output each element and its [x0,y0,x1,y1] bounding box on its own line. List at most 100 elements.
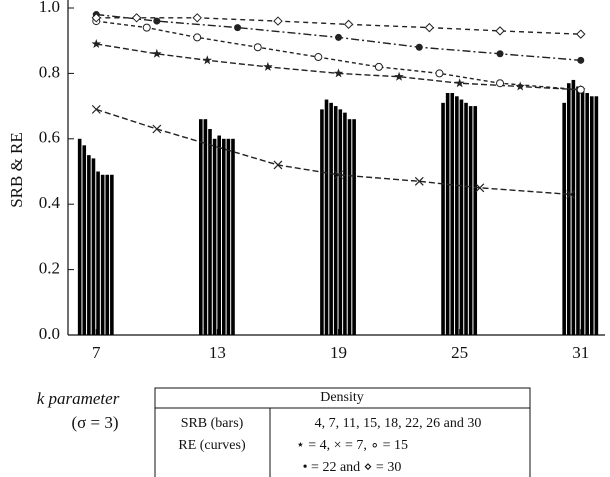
bar [208,128,212,335]
marker [414,176,424,186]
bar [468,106,473,335]
bar [347,119,352,336]
y-tick-label: 0.6 [39,128,60,147]
bar [594,96,599,335]
legend-table-cell: RE (curves) [178,438,246,453]
x-tick-label: 7 [92,343,101,362]
bar [320,109,324,336]
x-tick-label: 13 [209,343,226,362]
marker [496,50,504,58]
bar [329,102,333,335]
bar [464,102,468,335]
bar [198,119,203,336]
marker [576,29,586,39]
y-tick-label: 0.8 [39,62,60,81]
bar [576,86,580,335]
bar [589,96,594,335]
bar [226,138,231,335]
marker [394,71,404,81]
y-tick-label: 0.4 [39,193,61,212]
x-tick-label: 25 [451,343,468,362]
bar [338,109,343,336]
bar [566,83,571,336]
legend-table-header: Density [320,390,364,405]
marker [193,33,202,42]
marker [435,69,444,78]
bar [100,174,105,335]
x-tick-label: 19 [330,343,347,362]
marker [263,61,273,71]
marker [515,81,525,91]
legend-table-cell: SRB (bars) [181,416,244,431]
marker [152,48,162,58]
marker [374,62,383,71]
x-tick-label: 31 [572,343,589,362]
marker [454,78,465,88]
bar [221,138,226,335]
legend-table-frame [154,387,531,477]
bar [217,135,221,335]
legend-table-cell: 4, 7, 11, 15, 18, 22, 26 and 30 [315,416,482,431]
marker [424,22,435,33]
marker [202,55,213,65]
bar [96,171,100,335]
marker [334,170,343,180]
marker [333,68,344,78]
marker [253,43,262,52]
bar [441,102,445,335]
x-axis-sublabel: (σ = 3) [71,413,118,432]
y-tick-label: 1.0 [39,0,60,16]
marker [343,19,354,30]
bar [571,79,576,335]
bar [333,106,338,335]
curve [96,108,571,196]
bar [473,106,478,335]
marker [91,104,101,114]
bar [455,96,459,335]
marker [495,26,505,36]
bar [450,93,455,336]
bar [352,119,356,336]
bar [459,99,464,335]
bar [445,93,450,336]
bar [343,112,347,335]
bar [585,93,589,336]
marker [273,160,283,170]
marker [314,53,323,62]
marker [566,189,576,199]
bar [105,174,110,335]
marker [273,16,283,26]
bar [82,145,87,335]
marker [91,13,101,23]
bar [87,155,91,335]
marker [234,24,242,32]
legend-table-cell: • = 22 and ⋄ = 30 [303,460,402,475]
bar [324,99,329,335]
marker [131,13,142,23]
bar [580,89,585,335]
bar [562,102,566,335]
bar [231,138,235,335]
curve [96,17,581,35]
legend-table-cell: ⋆ = 4, × = 7, ∘ = 15 [296,438,408,453]
bar [203,119,208,336]
bar [77,138,82,335]
curve [96,43,581,91]
x-axis-label: k parameter [37,389,120,408]
marker [153,17,161,25]
y-tick-label: 0.2 [39,259,60,278]
bar [91,158,96,335]
marker [142,23,151,32]
marker [152,124,162,134]
marker [335,33,343,41]
y-axis-label: SRB & RE [7,132,26,208]
bar [110,174,114,335]
marker [576,85,585,94]
bar [212,138,217,335]
marker [192,13,202,23]
marker [415,43,423,51]
marker [577,56,585,64]
marker [496,79,505,88]
marker [475,183,485,193]
